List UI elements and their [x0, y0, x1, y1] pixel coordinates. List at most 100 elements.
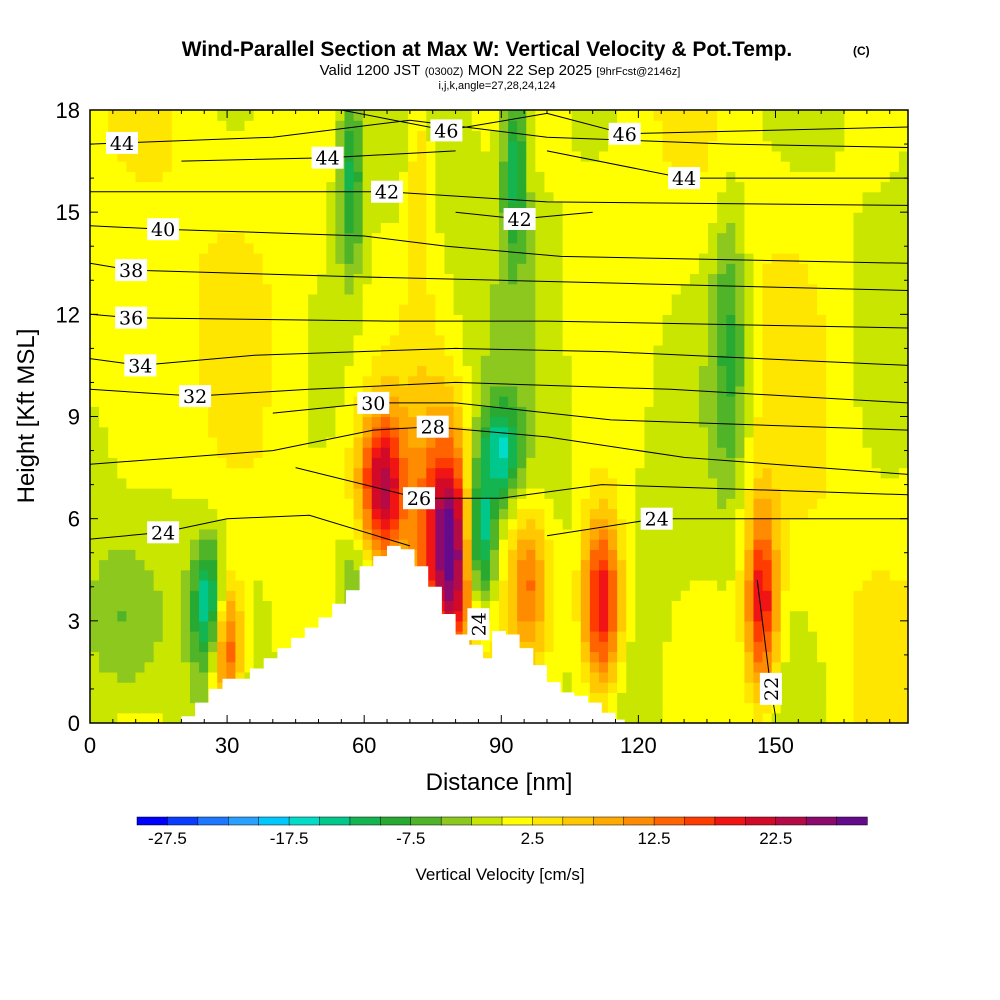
velocity-cell	[99, 590, 109, 601]
velocity-cell	[508, 518, 518, 530]
velocity-cell	[780, 273, 791, 285]
velocity-cell	[662, 671, 673, 683]
velocity-cell	[317, 416, 327, 428]
velocity-cell	[698, 171, 709, 183]
velocity-cell	[271, 549, 282, 561]
velocity-cell	[826, 242, 836, 254]
velocity-cell	[780, 671, 791, 683]
velocity-cell	[362, 222, 373, 234]
velocity-cell	[489, 140, 500, 152]
velocity-cell	[444, 334, 455, 346]
velocity-cell	[753, 518, 764, 530]
velocity-cell	[753, 569, 764, 581]
velocity-cell	[726, 191, 736, 203]
velocity-cell	[90, 539, 100, 550]
velocity-cell	[817, 334, 827, 346]
velocity-cell	[798, 263, 809, 275]
velocity-cell	[744, 590, 755, 601]
velocity-cell	[753, 355, 764, 367]
velocity-cell	[335, 518, 346, 530]
velocity-cell	[571, 222, 582, 234]
velocity-cell	[817, 702, 827, 714]
velocity-cell	[726, 559, 736, 571]
velocity-cell	[744, 671, 755, 683]
velocity-cell	[717, 344, 727, 356]
velocity-cell	[380, 242, 391, 254]
velocity-cell	[171, 477, 182, 489]
velocity-cell	[108, 181, 118, 193]
velocity-cell	[117, 651, 127, 663]
velocity-cell	[698, 508, 709, 520]
velocity-cell	[117, 620, 127, 632]
velocity-cell	[180, 253, 191, 264]
velocity-cell	[726, 365, 736, 377]
velocity-cell	[726, 498, 736, 510]
velocity-cell	[635, 171, 646, 183]
velocity-cell	[817, 283, 827, 295]
velocity-cell	[544, 426, 555, 438]
velocity-cell	[471, 150, 482, 162]
velocity-cell	[735, 498, 745, 510]
velocity-cell	[698, 610, 709, 622]
velocity-cell	[744, 651, 755, 663]
velocity-cell	[389, 385, 400, 397]
velocity-cell	[744, 467, 755, 479]
velocity-cell	[798, 406, 809, 418]
velocity-cell	[99, 334, 109, 346]
velocity-cell	[835, 130, 845, 142]
velocity-cell	[798, 161, 809, 172]
velocity-cell	[517, 579, 527, 591]
velocity-cell	[199, 263, 209, 275]
velocity-cell	[635, 212, 646, 223]
velocity-cell	[408, 528, 418, 540]
velocity-cell	[526, 293, 536, 305]
velocity-cell	[698, 467, 709, 479]
velocity-cell	[462, 150, 473, 162]
velocity-cell	[626, 549, 636, 561]
velocity-cell	[462, 293, 473, 305]
velocity-cell	[380, 201, 391, 213]
velocity-cell	[580, 620, 591, 632]
velocity-cell	[208, 539, 218, 550]
velocity-cell	[680, 314, 691, 326]
velocity-cell	[826, 314, 836, 326]
velocity-cell	[744, 569, 755, 581]
velocity-cell	[126, 253, 137, 264]
velocity-cell	[635, 671, 646, 683]
velocity-cell	[489, 110, 500, 121]
velocity-cell	[744, 110, 755, 121]
velocity-cell	[344, 130, 355, 142]
velocity-cell	[389, 488, 400, 499]
velocity-cell	[344, 253, 355, 264]
velocity-cell	[526, 304, 536, 315]
velocity-cell	[726, 457, 736, 469]
velocity-cell	[698, 406, 709, 418]
velocity-cell	[535, 590, 546, 601]
velocity-cell	[708, 712, 718, 723]
velocity-cell	[308, 396, 318, 407]
velocity-cell	[480, 518, 491, 530]
velocity-cell	[171, 508, 182, 520]
velocity-cell	[698, 212, 709, 223]
velocity-cell	[680, 426, 691, 438]
velocity-cell	[662, 181, 673, 193]
velocity-cell	[808, 590, 818, 601]
velocity-cell	[635, 631, 646, 642]
velocity-cell	[180, 600, 191, 612]
velocity-cell	[117, 600, 127, 612]
velocity-cell	[171, 191, 182, 203]
velocity-cell	[798, 273, 809, 285]
velocity-cell	[835, 620, 845, 632]
velocity-cell	[280, 232, 291, 244]
velocity-cell	[553, 467, 564, 479]
velocity-cell	[180, 682, 191, 693]
velocity-cell	[808, 263, 818, 275]
velocity-cell	[708, 416, 718, 428]
velocity-cell	[517, 334, 527, 346]
velocity-cell	[817, 528, 827, 540]
velocity-cell	[571, 620, 582, 632]
velocity-cell	[99, 273, 109, 285]
velocity-cell	[380, 293, 391, 305]
velocity-cell	[817, 263, 827, 275]
velocity-cell	[208, 447, 218, 458]
